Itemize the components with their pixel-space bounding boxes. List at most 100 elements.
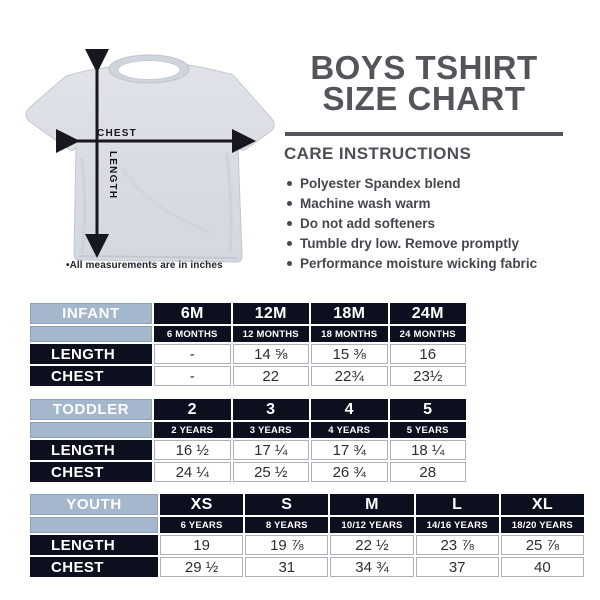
size-header: L bbox=[415, 494, 499, 515]
table-row: CHEST 29 ½ 31 34 ¾ 37 40 bbox=[30, 557, 584, 577]
spacer-cell bbox=[30, 517, 158, 533]
chest-value: 29 ½ bbox=[160, 557, 244, 577]
age-header: 18/20 YEARS bbox=[500, 517, 584, 533]
size-header: 24M bbox=[389, 303, 466, 324]
age-header: 10/12 YEARS bbox=[330, 517, 414, 533]
group-header-infant: INFANT bbox=[30, 303, 152, 324]
length-value: 17 ¼ bbox=[232, 440, 309, 460]
care-instructions-list: Polyester Spandex blend Machine wash war… bbox=[287, 173, 587, 273]
chest-value: 28 bbox=[389, 462, 466, 482]
age-header: 6 MONTHS bbox=[154, 326, 231, 342]
length-value: 23 ⅞ bbox=[415, 535, 499, 555]
care-item: Do not add softeners bbox=[287, 213, 587, 233]
size-header: 18M bbox=[311, 303, 388, 324]
length-value: 16 ½ bbox=[154, 440, 231, 460]
chest-value: - bbox=[154, 366, 231, 386]
size-header: XL bbox=[500, 494, 584, 515]
table-row: INFANT 6M 12M 18M 24M bbox=[30, 303, 466, 324]
bullet-icon bbox=[287, 220, 292, 226]
care-item-text: Tumble dry low. Remove promptly bbox=[300, 235, 520, 251]
page-title: BOYS TSHIRT SIZE CHART bbox=[283, 51, 565, 117]
row-label-length: LENGTH bbox=[30, 440, 152, 460]
table-row: YOUTH XS S M L XL bbox=[30, 494, 584, 515]
table-row: 6 MONTHS 12 MONTHS 18 MONTHS 24 MONTHS bbox=[30, 326, 466, 342]
care-item-text: Polyester Spandex blend bbox=[300, 175, 461, 191]
size-header: 5 bbox=[389, 399, 466, 420]
spacer-cell bbox=[30, 326, 152, 342]
size-header: XS bbox=[160, 494, 244, 515]
chest-value: 22 bbox=[232, 366, 309, 386]
table-row: 6 YEARS 8 YEARS 10/12 YEARS 14/16 YEARS … bbox=[30, 517, 584, 533]
tshirt-svg: CHEST LENGTH bbox=[25, 49, 275, 263]
bullet-icon bbox=[287, 260, 292, 266]
length-label: LENGTH bbox=[107, 151, 118, 199]
infant-size-table: INFANT 6M 12M 18M 24M 6 MONTHS 12 MONTHS… bbox=[28, 301, 468, 388]
length-value: 17 ¾ bbox=[311, 440, 388, 460]
collar-hole bbox=[117, 60, 181, 80]
age-header: 18 MONTHS bbox=[311, 326, 388, 342]
age-header: 24 MONTHS bbox=[389, 326, 466, 342]
length-value: 18 ¼ bbox=[389, 440, 466, 460]
table-row: LENGTH 19 19 ⅞ 22 ½ 23 ⅞ 25 ⅞ bbox=[30, 535, 584, 555]
row-label-length: LENGTH bbox=[30, 535, 158, 555]
age-header: 3 YEARS bbox=[232, 422, 309, 438]
toddler-size-table: TODDLER 2 3 4 5 2 YEARS 3 YEARS 4 YEARS … bbox=[28, 397, 468, 484]
age-header: 12 MONTHS bbox=[232, 326, 309, 342]
size-header: 3 bbox=[232, 399, 309, 420]
care-item: Polyester Spandex blend bbox=[287, 173, 587, 193]
age-header: 6 YEARS bbox=[160, 517, 244, 533]
chest-value: 31 bbox=[245, 557, 329, 577]
size-header: 12M bbox=[232, 303, 309, 324]
chest-value: 26 ¾ bbox=[311, 462, 388, 482]
table-row: 2 YEARS 3 YEARS 4 YEARS 5 YEARS bbox=[30, 422, 466, 438]
chest-value: 25 ½ bbox=[232, 462, 309, 482]
age-header: 14/16 YEARS bbox=[415, 517, 499, 533]
youth-size-table: YOUTH XS S M L XL 6 YEARS 8 YEARS 10/12 … bbox=[28, 492, 586, 579]
care-item-text: Do not add softeners bbox=[300, 215, 436, 231]
length-value: 16 bbox=[389, 344, 466, 364]
care-instructions-heading: CARE INSTRUCTIONS bbox=[284, 144, 472, 163]
length-value: - bbox=[154, 344, 231, 364]
bullet-icon bbox=[287, 240, 292, 246]
length-value: 14 ⅝ bbox=[232, 344, 309, 364]
size-header: M bbox=[330, 494, 414, 515]
age-header: 2 YEARS bbox=[154, 422, 231, 438]
size-header: 2 bbox=[154, 399, 231, 420]
bullet-icon bbox=[287, 200, 292, 206]
care-item-text: Machine wash warm bbox=[300, 195, 431, 211]
spacer-cell bbox=[30, 422, 152, 438]
group-header-youth: YOUTH bbox=[30, 494, 158, 515]
title-underline bbox=[285, 132, 563, 136]
length-value: 19 ⅞ bbox=[245, 535, 329, 555]
page-title-line2: SIZE CHART bbox=[322, 80, 526, 117]
table-row: CHEST - 22 22¾ 23½ bbox=[30, 366, 466, 386]
row-label-chest: CHEST bbox=[30, 462, 152, 482]
length-value: 15 ⅜ bbox=[311, 344, 388, 364]
length-value: 22 ½ bbox=[330, 535, 414, 555]
chest-value: 24 ¼ bbox=[154, 462, 231, 482]
tshirt-body bbox=[25, 64, 275, 263]
size-header: 4 bbox=[311, 399, 388, 420]
care-item: Tumble dry low. Remove promptly bbox=[287, 233, 587, 253]
row-label-chest: CHEST bbox=[30, 557, 158, 577]
measurements-note: •All measurements are in inches bbox=[66, 260, 223, 271]
care-item: Machine wash warm bbox=[287, 193, 587, 213]
table-row: CHEST 24 ¼ 25 ½ 26 ¾ 28 bbox=[30, 462, 466, 482]
row-label-length: LENGTH bbox=[30, 344, 152, 364]
tshirt-illustration: CHEST LENGTH bbox=[22, 48, 278, 266]
care-item: Performance moisture wicking fabric bbox=[287, 253, 587, 273]
chest-value: 37 bbox=[415, 557, 499, 577]
chest-value: 22¾ bbox=[311, 366, 388, 386]
age-header: 8 YEARS bbox=[245, 517, 329, 533]
length-value: 19 bbox=[160, 535, 244, 555]
table-row: TODDLER 2 3 4 5 bbox=[30, 399, 466, 420]
size-header: S bbox=[245, 494, 329, 515]
age-header: 4 YEARS bbox=[311, 422, 388, 438]
care-item-text: Performance moisture wicking fabric bbox=[300, 255, 538, 271]
age-header: 5 YEARS bbox=[389, 422, 466, 438]
bullet-icon bbox=[287, 180, 292, 186]
chest-value: 40 bbox=[500, 557, 584, 577]
group-header-toddler: TODDLER bbox=[30, 399, 152, 420]
chest-value: 34 ¾ bbox=[330, 557, 414, 577]
